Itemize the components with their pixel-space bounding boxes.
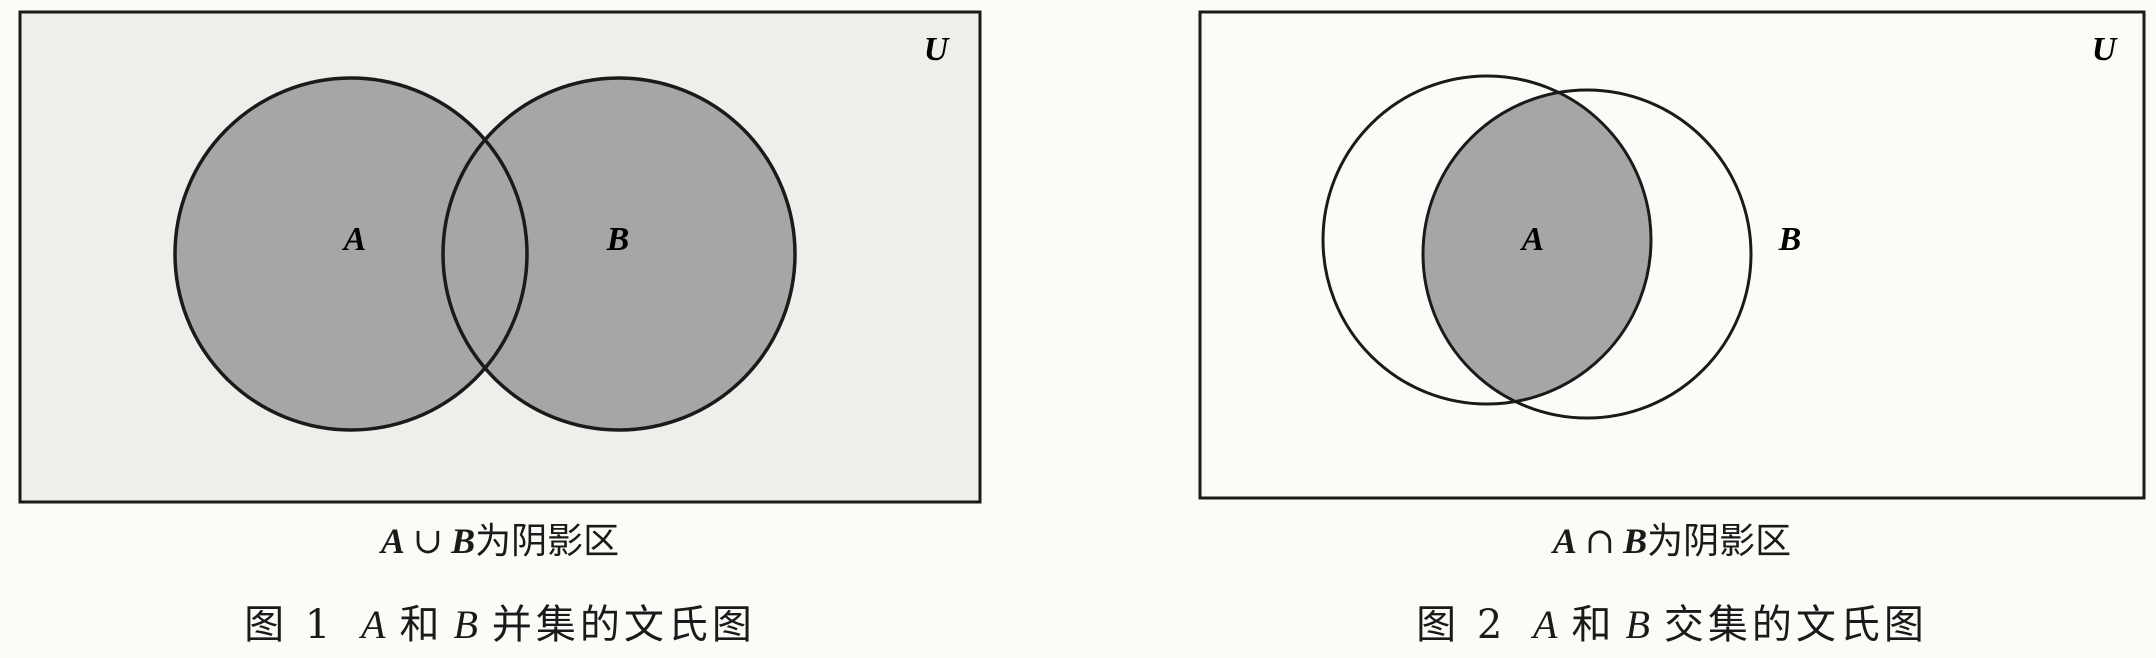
- intersection-shade-2: [1423, 90, 1651, 404]
- set-b-circle-1: [443, 78, 795, 430]
- set-a-circle-2: [1321, 74, 1653, 406]
- title-2-b: B: [1625, 602, 1654, 647]
- figure-2-title: 图 2 A 和 B 交集的文氏图: [1416, 592, 1928, 650]
- universe-rect-2: [1198, 10, 2146, 500]
- title-2-prefix: 图 2: [1416, 602, 1507, 648]
- caption-1-a: A: [380, 521, 405, 561]
- title-2-suffix: 交集的文氏图: [1663, 602, 1928, 648]
- title-1-b: B: [453, 602, 482, 647]
- set-a-label-1: A: [342, 221, 367, 258]
- set-b-outline-1: [441, 76, 797, 432]
- title-2-mid: 和: [1571, 602, 1616, 648]
- figure-2-intersection: U A B: [1198, 10, 2146, 500]
- caption-2-b: B: [1623, 521, 1648, 561]
- caption-1-op: ∪: [412, 521, 444, 562]
- set-b-label-2: B: [1778, 221, 1802, 258]
- set-a-label-2: A: [1520, 221, 1545, 258]
- caption-1-b: B: [451, 521, 476, 561]
- title-2-a: A: [1533, 602, 1562, 647]
- figure-1-title: 图 1 A 和 B 并集的文氏图: [244, 592, 756, 650]
- caption-2-tail: 为阴影区: [1647, 521, 1792, 562]
- figure-1-union: U A B: [18, 10, 982, 504]
- set-a-outline-1: [173, 76, 529, 432]
- universe-label-1: U: [924, 31, 951, 68]
- caption-1-tail: 为阴影区: [475, 521, 620, 562]
- title-1-suffix: 并集的文氏图: [491, 602, 756, 648]
- set-b-circle-2: [1421, 88, 1753, 420]
- title-1-a: A: [361, 602, 390, 647]
- set-a-circle-1: [175, 78, 527, 430]
- title-1-mid: 和: [399, 602, 444, 648]
- universe-label-2: U: [2092, 31, 2119, 68]
- title-1-prefix: 图 1: [244, 602, 335, 648]
- set-b-label-1: B: [606, 221, 630, 258]
- caption-2-a: A: [1552, 521, 1577, 561]
- caption-2-op: ∩: [1584, 521, 1616, 562]
- caption-1: A ∪ B为阴影区: [381, 512, 619, 564]
- caption-2: A ∩ B为阴影区: [1553, 512, 1791, 564]
